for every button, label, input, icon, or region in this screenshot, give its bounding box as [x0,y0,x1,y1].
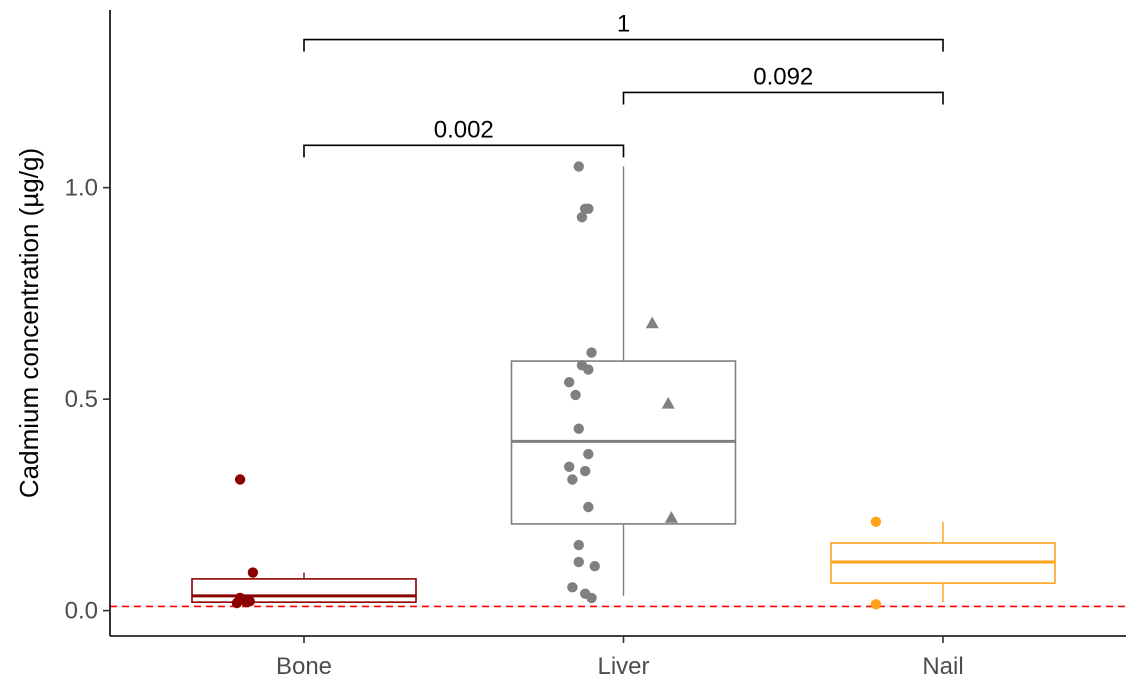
y-tick-label: 0.0 [65,598,98,625]
data-point [583,501,594,513]
x-tick-label: Liver [597,653,649,680]
data-point [573,423,584,434]
data-point [244,596,255,607]
plot-area: 0.002 0.092 1 [110,11,1126,610]
y-tick-label: 0.5 [65,386,98,413]
data-point [563,377,575,388]
data-point [583,203,594,214]
box-iqr [191,578,417,603]
x-tick-label: Bone [276,653,332,680]
y-tick-label: 1.0 [65,175,98,202]
data-point-triangle [664,511,678,523]
x-tick-label: Nail [922,653,963,680]
data-point [586,347,597,358]
significance-bracket [622,91,944,105]
data-point [570,389,581,401]
data-point [573,556,584,568]
y-axis-title: Cadmium concentration (µg/g) [14,148,44,498]
data-point [583,448,594,460]
p-value-label: 1 [617,11,630,38]
data-point [234,474,246,485]
data-point-triangle [661,396,675,409]
axes: 0.0 0.5 1.0 Bone Liver Nail [65,10,1126,680]
data-point [870,516,882,527]
significance-bracket [303,38,944,52]
data-point [563,461,575,473]
p-value-label: 0.092 [753,63,813,90]
data-point [870,599,882,610]
data-point [247,567,259,578]
data-point [231,597,243,609]
data-point [573,161,584,172]
data-point [583,364,594,375]
data-point-triangle [645,316,659,329]
data-point [567,582,578,593]
data-point [573,539,584,551]
significance-bracket [303,144,625,158]
data-point [589,561,600,572]
data-point [567,474,578,485]
data-point [586,592,597,604]
data-point [576,212,588,223]
p-value-label: 0.002 [434,116,494,143]
data-point [579,465,591,477]
